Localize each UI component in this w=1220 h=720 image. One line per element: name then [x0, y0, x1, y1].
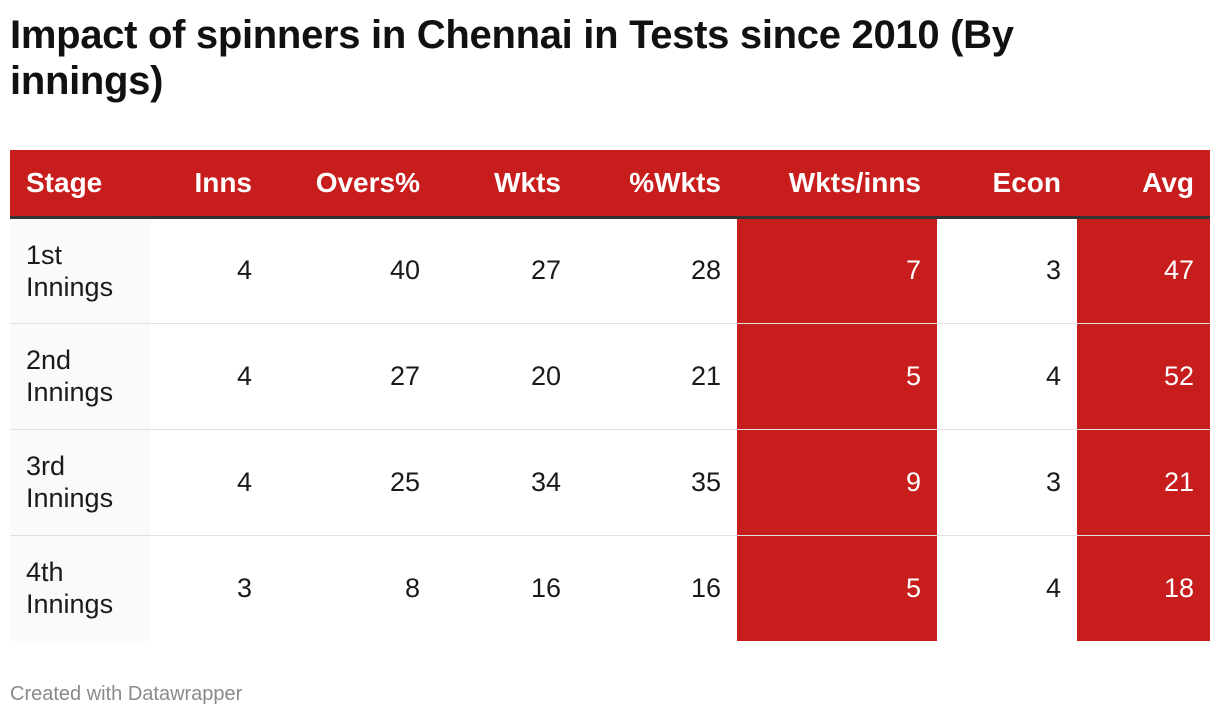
column-header-econ: Econ	[937, 150, 1077, 219]
cell-econ: 4	[1045, 572, 1061, 603]
cell-wkts-pct: 28	[577, 217, 737, 324]
cell-overs-pct: 8	[404, 572, 420, 603]
cell-wkts-per-inns: 5	[737, 535, 937, 641]
cell-econ: 3	[937, 429, 1077, 536]
table-row: 2nd Innings 4 27 20 21 5 4 52	[10, 323, 1210, 430]
cell-stage: 4th Innings	[10, 535, 151, 641]
table-row: 1st Innings 4 40 27 28 7 3 47	[10, 217, 1210, 324]
table-row: 3rd Innings 4 25 34 35 9 3 21	[10, 429, 1210, 536]
cell-wkts: 20	[436, 323, 577, 430]
cell-inns: 4	[151, 217, 268, 324]
cell-inns: 4	[151, 429, 268, 536]
stats-table: Stage Inns Overs% Wkts %Wkts Wkts/inns E…	[10, 150, 1210, 641]
cell-wkts-pct: 16	[690, 572, 721, 603]
cell-avg: 52	[1077, 323, 1210, 430]
column-header-avg: Avg	[1077, 150, 1210, 219]
table-row: 4th Innings 3 8 16 16 5 4 18	[10, 535, 1210, 641]
cell-inns: 4	[151, 323, 268, 430]
cell-overs-pct: 25	[268, 429, 436, 536]
column-header-wkts: Wkts	[436, 150, 577, 219]
cell-wkts-per-inns: 7	[737, 217, 937, 324]
cell-inns: 3	[236, 572, 252, 603]
column-header-inns: Inns	[151, 150, 268, 219]
cell-stage: 2nd Innings	[10, 323, 151, 430]
cell-econ: 3	[937, 217, 1077, 324]
cell-wkts: 16	[530, 572, 561, 603]
cell-wkts-pct: 35	[577, 429, 737, 536]
column-header-stage: Stage	[10, 150, 151, 219]
column-header-wkts-pct: %Wkts	[577, 150, 737, 219]
cell-wkts-per-inns: 5	[737, 323, 937, 430]
cell-econ: 4	[937, 323, 1077, 430]
chart-title: Impact of spinners in Chennai in Tests s…	[10, 13, 1014, 103]
cell-overs-pct: 27	[268, 323, 436, 430]
cell-stage: 3rd Innings	[10, 429, 151, 536]
attribution-footer: Created with Datawrapper	[10, 683, 243, 705]
cell-wkts: 27	[436, 217, 577, 324]
cell-stage: 1st Innings	[10, 217, 151, 324]
column-header-overs-pct: Overs%	[268, 150, 436, 219]
cell-avg: 47	[1077, 217, 1210, 324]
column-header-wkts-per-inns: Wkts/inns	[737, 150, 937, 219]
cell-avg: 21	[1077, 429, 1210, 536]
table-header-row: Stage Inns Overs% Wkts %Wkts Wkts/inns E…	[10, 150, 1210, 219]
cell-overs-pct: 40	[268, 217, 436, 324]
cell-wkts-pct: 21	[577, 323, 737, 430]
cell-avg: 18	[1077, 535, 1210, 641]
cell-wkts: 34	[436, 429, 577, 536]
cell-wkts-per-inns: 9	[737, 429, 937, 536]
